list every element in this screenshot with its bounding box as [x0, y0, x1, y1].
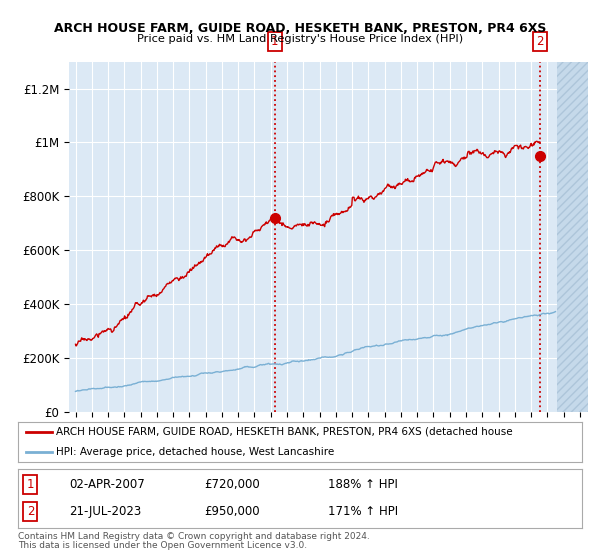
Text: Contains HM Land Registry data © Crown copyright and database right 2024.: Contains HM Land Registry data © Crown c…	[18, 532, 370, 541]
Text: ARCH HOUSE FARM, GUIDE ROAD, HESKETH BANK, PRESTON, PR4 6XS: ARCH HOUSE FARM, GUIDE ROAD, HESKETH BAN…	[54, 22, 546, 35]
Text: 171% ↑ HPI: 171% ↑ HPI	[328, 505, 398, 518]
Text: £950,000: £950,000	[204, 505, 260, 518]
Text: 2: 2	[536, 35, 544, 48]
Text: 2: 2	[26, 505, 34, 518]
Text: 21-JUL-2023: 21-JUL-2023	[69, 505, 141, 518]
Text: This data is licensed under the Open Government Licence v3.0.: This data is licensed under the Open Gov…	[18, 541, 307, 550]
Text: HPI: Average price, detached house, West Lancashire: HPI: Average price, detached house, West…	[56, 447, 335, 457]
Text: £720,000: £720,000	[204, 478, 260, 491]
Bar	[557, 62, 588, 412]
Text: 1: 1	[26, 478, 34, 491]
Text: ARCH HOUSE FARM, GUIDE ROAD, HESKETH BANK, PRESTON, PR4 6XS (detached house: ARCH HOUSE FARM, GUIDE ROAD, HESKETH BAN…	[56, 427, 513, 437]
Text: Price paid vs. HM Land Registry's House Price Index (HPI): Price paid vs. HM Land Registry's House …	[137, 34, 463, 44]
Text: 188% ↑ HPI: 188% ↑ HPI	[328, 478, 398, 491]
Text: 1: 1	[271, 35, 278, 48]
Text: 02-APR-2007: 02-APR-2007	[69, 478, 145, 491]
